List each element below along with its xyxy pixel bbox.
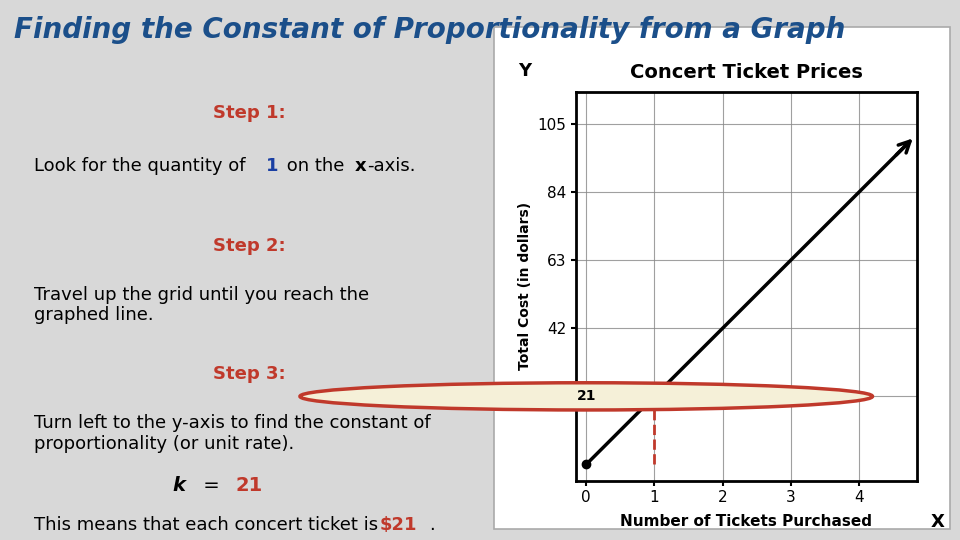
Text: k: k	[173, 476, 186, 495]
Text: =: =	[197, 476, 226, 495]
Text: This means that each concert ticket is: This means that each concert ticket is	[34, 516, 383, 534]
Text: X: X	[930, 513, 945, 531]
Text: Step 1:: Step 1:	[213, 104, 286, 122]
Text: Step 2:: Step 2:	[213, 237, 286, 255]
Text: $21: $21	[379, 516, 417, 534]
Text: x: x	[355, 157, 367, 176]
Y-axis label: Total Cost (in dollars): Total Cost (in dollars)	[517, 202, 532, 370]
Text: Look for the quantity of: Look for the quantity of	[34, 157, 251, 176]
Circle shape	[300, 383, 873, 410]
Text: on the: on the	[280, 157, 350, 176]
Text: Step 3:: Step 3:	[213, 366, 286, 383]
Text: 1: 1	[267, 157, 279, 176]
Text: 21: 21	[576, 389, 596, 403]
Text: Turn left to the y-axis to find the constant of
proportionality (or unit rate).: Turn left to the y-axis to find the cons…	[34, 414, 430, 453]
Text: -axis.: -axis.	[368, 157, 416, 176]
Text: 21: 21	[235, 476, 262, 495]
X-axis label: Number of Tickets Purchased: Number of Tickets Purchased	[620, 514, 873, 529]
Text: Travel up the grid until you reach the
graphed line.: Travel up the grid until you reach the g…	[34, 286, 369, 325]
Text: .: .	[430, 516, 435, 534]
Text: Finding the Constant of Proportionality from a Graph: Finding the Constant of Proportionality …	[14, 16, 846, 44]
Title: Concert Ticket Prices: Concert Ticket Prices	[630, 63, 863, 82]
Text: Y: Y	[518, 62, 531, 80]
